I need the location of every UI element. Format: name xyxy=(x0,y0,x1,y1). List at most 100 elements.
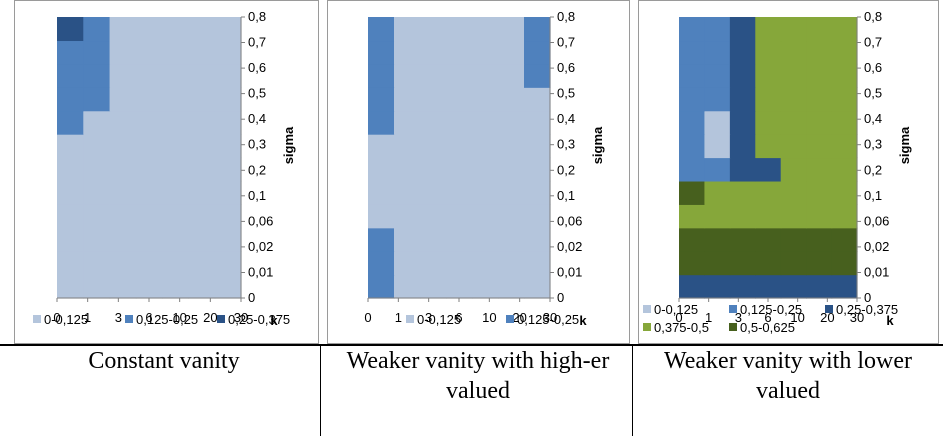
heatmap-cell xyxy=(188,157,216,182)
heatmap-cell xyxy=(806,40,833,65)
y-tick-label: 0,01 xyxy=(557,265,582,280)
legend-label: 0,125-0,25 xyxy=(740,302,802,317)
x-tick-label: 10 xyxy=(790,310,804,325)
y-tick-label: 0,5 xyxy=(557,86,575,101)
heatmap-cell xyxy=(498,110,525,135)
y-tick-label: 0,8 xyxy=(248,9,266,24)
y-axis-title: sigma xyxy=(281,126,296,164)
legend-item: 0-0,125 xyxy=(33,312,88,327)
heatmap-cell xyxy=(188,87,216,112)
heatmap-cell xyxy=(780,87,807,112)
caption-divider-1 xyxy=(320,344,321,436)
x-tick-label: 6 xyxy=(455,310,462,325)
heatmap-cell xyxy=(806,17,833,42)
heatmap-cell xyxy=(394,87,421,112)
legend-item: 0-0,125 xyxy=(406,312,461,327)
y-tick-label: 0,8 xyxy=(557,9,575,24)
heatmap-cell xyxy=(729,274,756,299)
heatmap-cell xyxy=(498,180,525,205)
heatmap-cells xyxy=(368,17,551,299)
y-tick-label: 0,3 xyxy=(248,137,266,152)
legend-label: 0,125-0,25 xyxy=(136,312,198,327)
legend-item: 0,25-0,375 xyxy=(825,302,898,317)
heatmap-cell xyxy=(109,157,137,182)
chart-panel-3: 0 0,01 0,02 0,06 0,1 0,2 0,3 0,4 0,5 0,6 0,7 0,8 0 1 3… xyxy=(638,0,939,344)
heatmap-cell xyxy=(188,40,216,65)
chart-panel-1: 0 0,01 0,02 0,06 0,1 0,2 0,3 0,4 0,5 0,6 0,7 0,8 0 1 3… xyxy=(14,0,319,344)
legend-label: 0,25-0,375 xyxy=(228,312,290,327)
x-axis-title: k xyxy=(270,313,278,328)
x-tick-label: 0 xyxy=(364,310,371,325)
heatmap-chart-2: 0 0,01 0,02 0,06 0,1 0,2 0,3 0,4 0,5 0,6 0,7 0,8 0 1 3… xyxy=(364,9,605,328)
heatmap-cell xyxy=(368,157,395,182)
heatmap-cell xyxy=(755,227,782,252)
y-tick-label: 0,5 xyxy=(864,86,882,101)
heatmap-cell xyxy=(472,63,499,88)
heatmap-cell xyxy=(524,180,551,205)
heatmap-cell xyxy=(109,204,137,229)
y-tick-label: 0,02 xyxy=(248,239,273,254)
heatmap-cell xyxy=(83,110,111,135)
x-tick-label: 3 xyxy=(115,310,122,325)
heatmap-cell xyxy=(135,87,163,112)
heatmap-cell xyxy=(57,87,84,112)
legend-label: 0,375-0,5 xyxy=(654,320,709,335)
heatmap-cell xyxy=(679,40,706,65)
heatmap-cell xyxy=(704,134,731,159)
heatmap-cell xyxy=(83,180,111,205)
heatmap-cell xyxy=(729,40,756,65)
y-tick-label: 0,5 xyxy=(248,86,266,101)
heatmap-cell xyxy=(472,17,499,42)
heatmap-cell xyxy=(368,180,395,205)
legend-item: 0,375-0,5 xyxy=(643,320,709,335)
heatmap-cell xyxy=(498,87,525,112)
heatmap-cell xyxy=(704,63,731,88)
heatmap-cell xyxy=(188,63,216,88)
heatmap-cell xyxy=(420,157,447,182)
y-tick-label: 0,1 xyxy=(557,188,575,203)
heatmap-cell xyxy=(135,157,163,182)
heatmap-cell xyxy=(83,87,111,112)
heatmap-cell xyxy=(755,157,782,182)
y-tick-label: 0,1 xyxy=(864,188,882,203)
heatmap-cell xyxy=(57,180,84,205)
heatmap-cell xyxy=(498,157,525,182)
heatmap-cell xyxy=(394,204,421,229)
heatmap-cell xyxy=(472,180,499,205)
heatmap-cell xyxy=(420,110,447,135)
heatmap-cell xyxy=(368,63,395,88)
heatmap-cell xyxy=(729,134,756,159)
heatmap-cell xyxy=(57,110,84,135)
legend-swatch xyxy=(506,315,514,323)
heatmap-cell xyxy=(368,87,395,112)
x-tick-label: 20 xyxy=(512,310,526,325)
heatmap-cell xyxy=(57,134,84,159)
legend-item: 0,25-0,375 xyxy=(217,312,290,327)
y-tick-label: 0,3 xyxy=(557,137,575,152)
heatmap-cell xyxy=(831,274,858,299)
heatmap-cell xyxy=(162,251,190,276)
y-tick-label: 0,8 xyxy=(864,9,882,24)
heatmap-cell xyxy=(109,251,137,276)
heatmap-cell xyxy=(162,17,190,42)
legend-swatch xyxy=(217,315,225,323)
heatmap-cell xyxy=(394,134,421,159)
heatmap-cell xyxy=(420,180,447,205)
y-tick-label: 0,06 xyxy=(248,213,273,228)
heatmap-cell xyxy=(394,110,421,135)
heatmap-cell xyxy=(729,63,756,88)
heatmap-cell xyxy=(446,227,473,252)
y-tick-label: 0,2 xyxy=(557,162,575,177)
heatmap-cell xyxy=(704,17,731,42)
heatmap-cell xyxy=(679,204,706,229)
y-tick-label: 0,7 xyxy=(248,35,266,50)
heatmap-cell xyxy=(368,110,395,135)
x-tick-label: 1 xyxy=(84,310,91,325)
heatmap-cell xyxy=(162,40,190,65)
x-tick-label: 1 xyxy=(705,310,712,325)
heatmap-cell xyxy=(83,63,111,88)
heatmap-cell xyxy=(188,227,216,252)
heatmap-cell xyxy=(780,180,807,205)
x-tick-label: 6 xyxy=(145,310,152,325)
heatmap-cell xyxy=(83,40,111,65)
